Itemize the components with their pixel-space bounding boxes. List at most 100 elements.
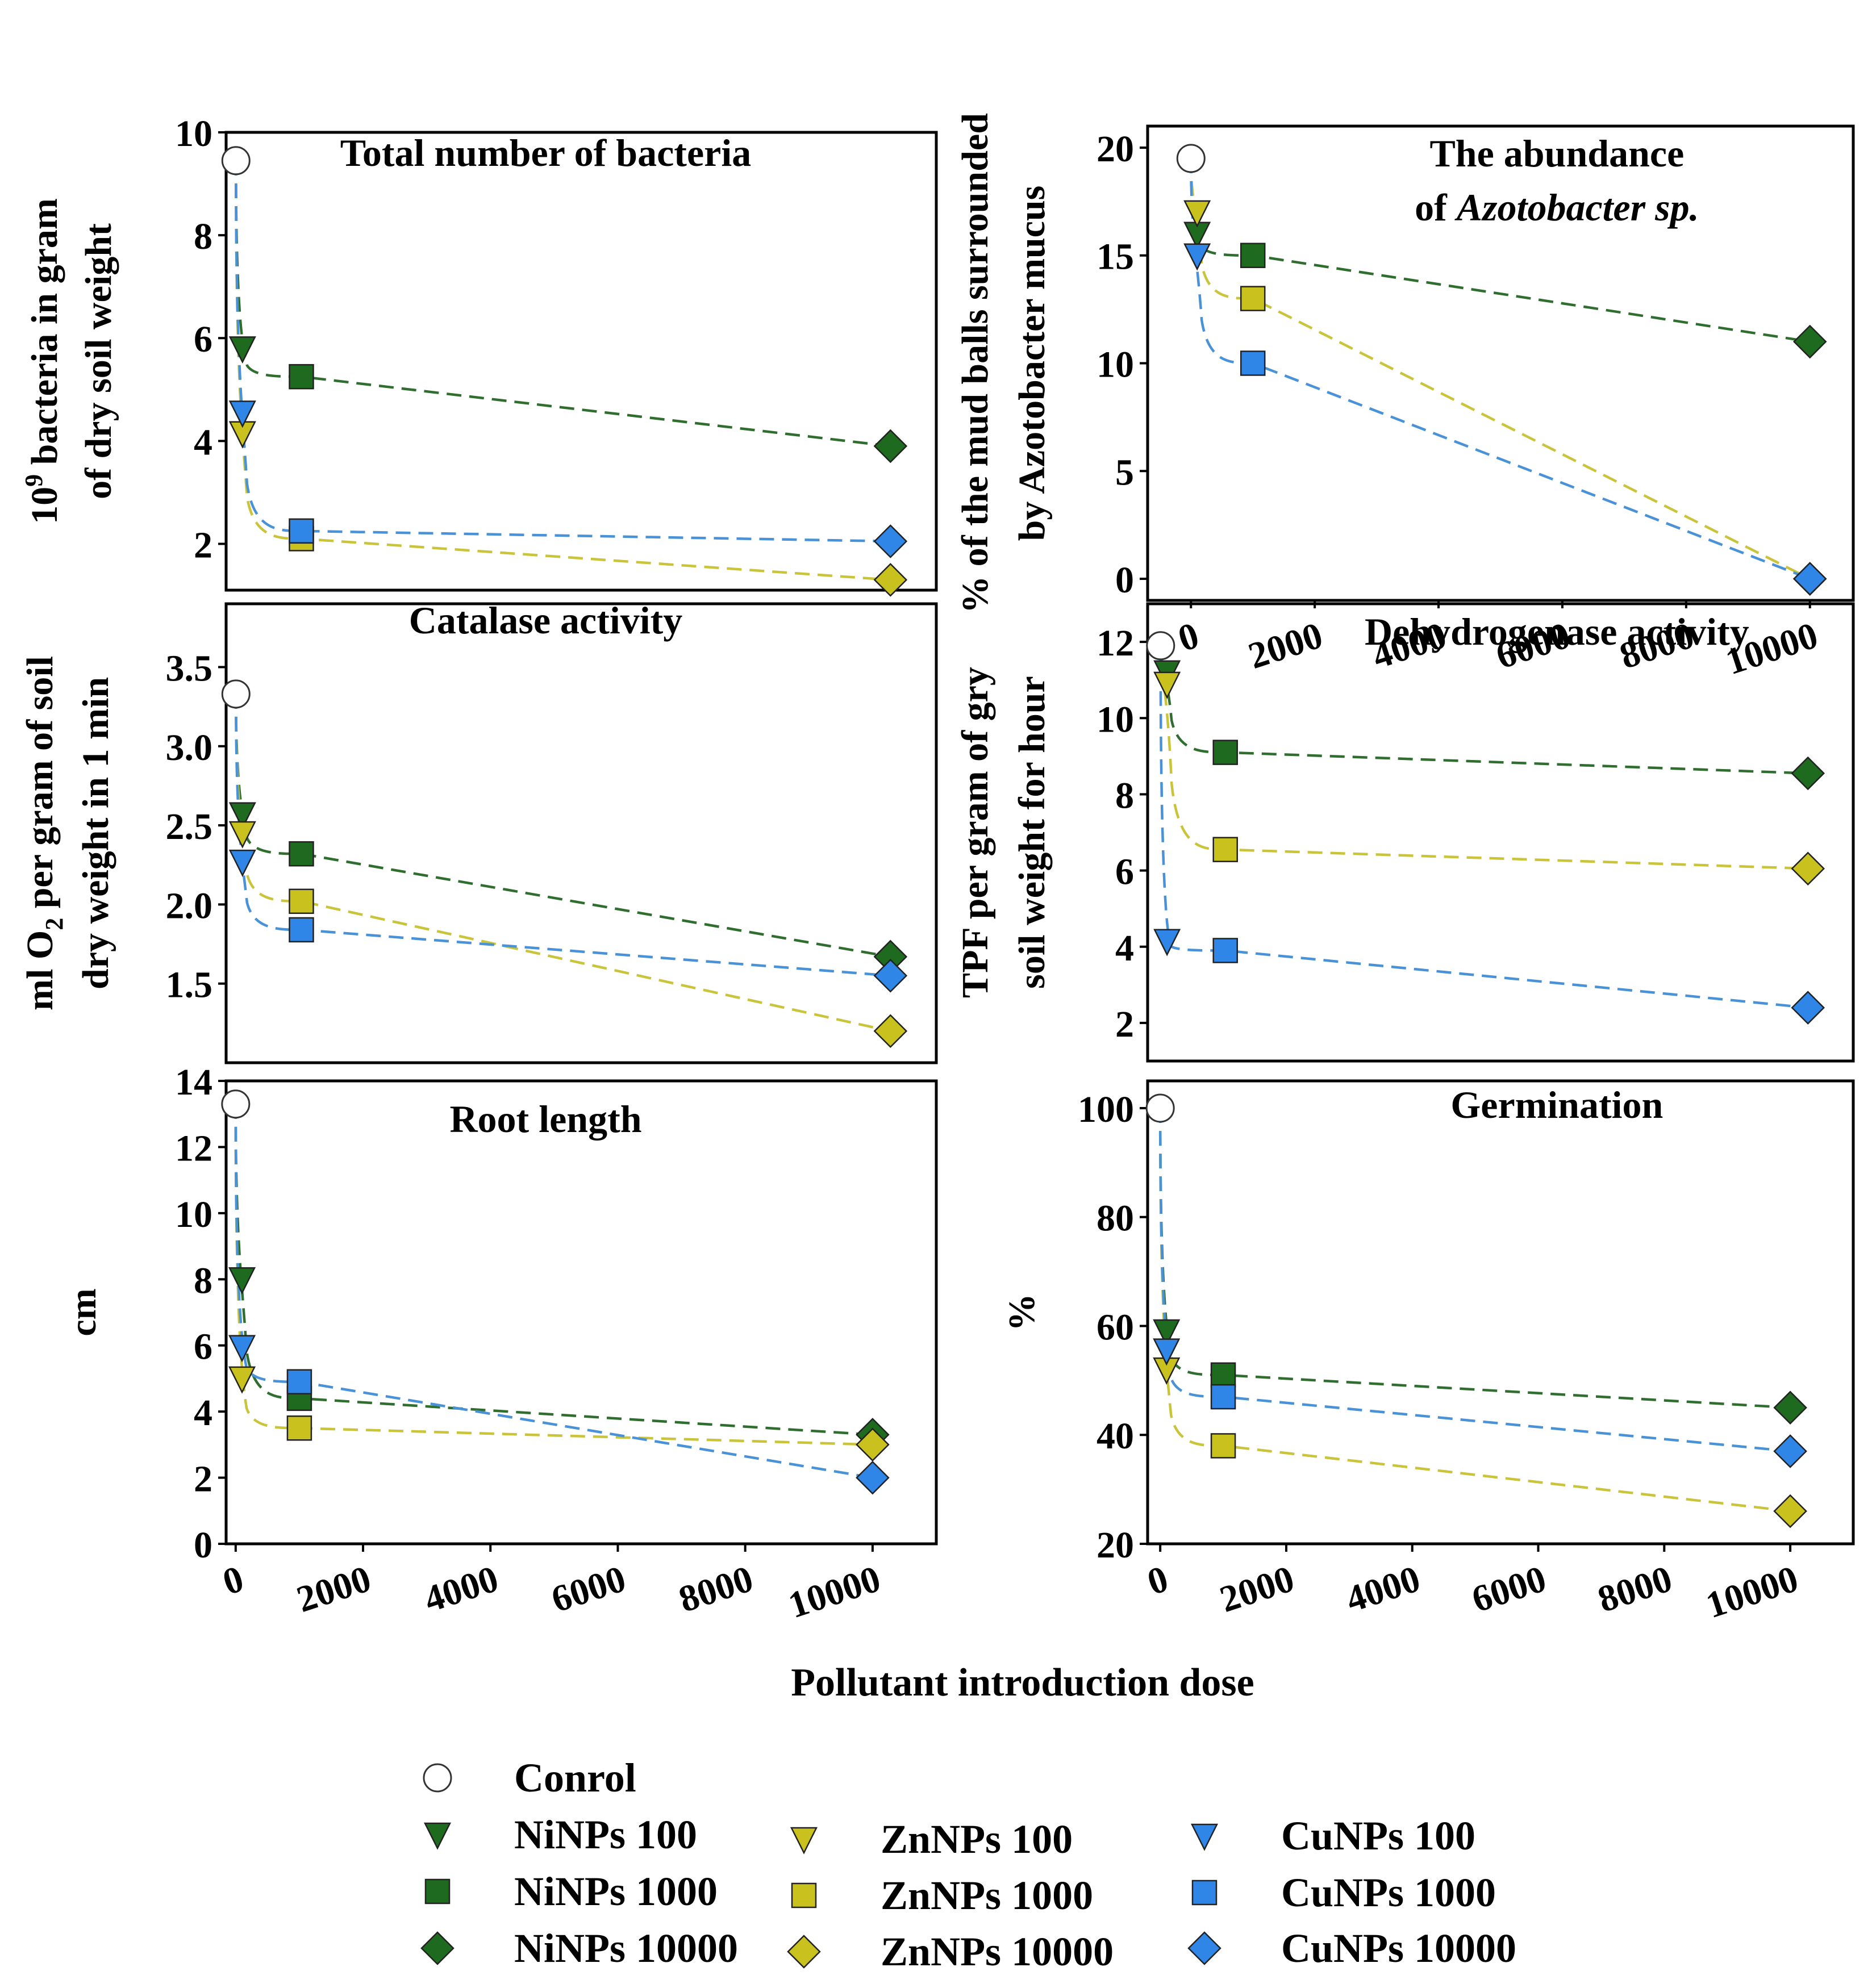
y-axis-label: by Azotobacter mucus bbox=[1011, 186, 1053, 541]
marker-NiNPs-1000 bbox=[289, 364, 314, 390]
y-tick-label: 6 bbox=[1115, 851, 1134, 893]
x-tick-label: 2000 bbox=[1215, 1558, 1299, 1621]
marker-NiNPs-100 bbox=[228, 336, 256, 364]
y-axis-label-rest: bacteria in gram bbox=[24, 198, 65, 474]
y-tick-label: 4 bbox=[194, 1392, 212, 1434]
y-tick-label: 10 bbox=[175, 1194, 212, 1235]
marker-CuNPs-1000 bbox=[1212, 938, 1238, 963]
marker-CuNPs-1000 bbox=[1210, 1384, 1236, 1410]
y-tick-label: 2 bbox=[194, 1459, 212, 1500]
x-tick-label: 8000 bbox=[1593, 1558, 1677, 1621]
series-line-ZnNPs bbox=[235, 694, 891, 1033]
series-line-CuNPs bbox=[235, 160, 891, 543]
series-line-ZnNPs bbox=[234, 1104, 873, 1446]
y-tick-label: 12 bbox=[1096, 623, 1134, 664]
chart-panel-6: 20 40 60 80 100 0 2000 4000 6000 8000 10000 Germina… bbox=[1001, 1079, 1855, 1626]
marker-CuNPs-100 bbox=[228, 1335, 256, 1363]
y-tick-label: 40 bbox=[1096, 1415, 1134, 1457]
marker-ZnNPs-10000 bbox=[873, 1014, 908, 1049]
marker-ZnNPs-100 bbox=[228, 1366, 256, 1394]
series-line-CuNPs bbox=[234, 1104, 873, 1479]
y-tick-label: 4 bbox=[1115, 928, 1134, 969]
marker-NiNPs-10000 bbox=[1773, 1390, 1807, 1425]
control-marker bbox=[221, 679, 251, 709]
control-marker bbox=[221, 146, 251, 176]
y-axis-label-rest: per gram of soil bbox=[19, 656, 61, 918]
series-line-NiNPs bbox=[234, 1104, 873, 1436]
marker-NiNPs-10000 bbox=[873, 429, 908, 463]
legend-marker bbox=[1190, 1823, 1219, 1851]
y-axis-label: ml O2 per gram of soil bbox=[19, 656, 68, 1010]
y-tick-label: 1.5 bbox=[166, 964, 213, 1006]
chart-title-part: Azotobacter sp. bbox=[1454, 186, 1699, 229]
legend-marker bbox=[1187, 1931, 1221, 1965]
marker-CuNPs-100 bbox=[1153, 1338, 1181, 1366]
control-marker bbox=[1176, 144, 1206, 173]
series-line-CuNPs bbox=[1158, 1108, 1791, 1453]
marker-ZnNPs-10000 bbox=[1773, 1494, 1807, 1528]
y-axis-label: of dry soil weight bbox=[78, 223, 119, 499]
marker-CuNPs-1000 bbox=[289, 518, 314, 544]
marker-NiNPs-1000 bbox=[1212, 740, 1238, 765]
chart-title-part: of bbox=[1415, 186, 1457, 229]
chart-title: Root length bbox=[449, 1097, 641, 1141]
y-tick-label: 0 bbox=[1115, 559, 1134, 601]
y-tick-label: 2 bbox=[1115, 1004, 1134, 1045]
series-line-ZnNPs bbox=[1158, 1108, 1791, 1513]
marker-CuNPs-10000 bbox=[1792, 562, 1827, 596]
y-tick-label: 2 bbox=[194, 524, 212, 566]
series-line-NiNPs bbox=[1158, 1108, 1791, 1409]
plot-frame bbox=[1146, 1079, 1855, 1546]
series-line-ZnNPs bbox=[235, 160, 891, 582]
y-tick-label: 2.0 bbox=[166, 885, 213, 926]
y-tick-label: 6 bbox=[194, 319, 212, 360]
legend-label: ZnNPs 100 bbox=[881, 1816, 1073, 1862]
legend-label: CuNPs 1000 bbox=[1281, 1870, 1496, 1915]
figure-x-label: Pollutant introduction dose bbox=[791, 1661, 1254, 1705]
y-tick-label: 8 bbox=[1115, 775, 1134, 816]
marker-NiNPs-100 bbox=[228, 1267, 256, 1295]
y-tick-label: 10 bbox=[1096, 344, 1134, 386]
x-tick-label: 0 bbox=[1143, 1558, 1173, 1603]
chart-title: of Azotobacter sp. bbox=[1415, 186, 1699, 229]
series-line-CuNPs bbox=[235, 694, 891, 978]
y-axis-label: soil weight for hour bbox=[1011, 676, 1053, 989]
y-axis-label-prefix: ml O bbox=[19, 930, 61, 1010]
legend-marker bbox=[423, 1822, 452, 1850]
marker-CuNPs-1000 bbox=[289, 917, 314, 943]
y-axis-label: cm bbox=[62, 1288, 104, 1336]
marker-ZnNPs-100 bbox=[228, 821, 256, 849]
marker-ZnNPs-1000 bbox=[1212, 837, 1238, 862]
control-marker bbox=[221, 1089, 251, 1119]
plot-frame bbox=[224, 131, 938, 592]
series-line-CuNPs bbox=[1159, 645, 1808, 1009]
x-tick-label: 8000 bbox=[674, 1558, 758, 1621]
plot-frame bbox=[224, 602, 938, 1064]
legend-marker bbox=[424, 1878, 451, 1905]
y-tick-label: 100 bbox=[1078, 1089, 1134, 1130]
plot-frame bbox=[224, 1079, 938, 1546]
marker-CuNPs-10000 bbox=[873, 524, 908, 558]
chart-title: The abundance bbox=[1429, 132, 1684, 175]
legend-label: CuNPs 100 bbox=[1281, 1813, 1475, 1858]
marker-ZnNPs-10000 bbox=[1791, 851, 1825, 886]
marker-CuNPs-100 bbox=[228, 400, 256, 428]
marker-ZnNPs-1000 bbox=[1210, 1433, 1236, 1459]
plot-frame bbox=[1146, 602, 1855, 1063]
legend-marker bbox=[790, 1827, 818, 1855]
marker-CuNPs-10000 bbox=[1791, 991, 1825, 1025]
legend-label: NiNPs 1000 bbox=[514, 1869, 718, 1914]
y-tick-label: 20 bbox=[1096, 1525, 1134, 1566]
legend-marker bbox=[423, 1763, 452, 1793]
y-axis-label: dry weight in 1 min bbox=[75, 677, 116, 989]
chart-title: Total number of bacteria bbox=[340, 131, 751, 174]
marker-NiNPs-1000 bbox=[1210, 1362, 1236, 1388]
legend-label: CuNPs 10000 bbox=[1281, 1926, 1516, 1971]
y-axis-label: 109 bacteria in gram bbox=[20, 198, 65, 524]
y-tick-label: 5 bbox=[1115, 452, 1134, 493]
x-tick-label: 4000 bbox=[1341, 1558, 1425, 1621]
marker-CuNPs-100 bbox=[228, 849, 256, 877]
marker-ZnNPs-10000 bbox=[856, 1427, 890, 1462]
chart-panel-3: 1.5 2.0 2.5 3.0 3.5 Catalase activity ml O2 pe… bbox=[19, 599, 938, 1064]
